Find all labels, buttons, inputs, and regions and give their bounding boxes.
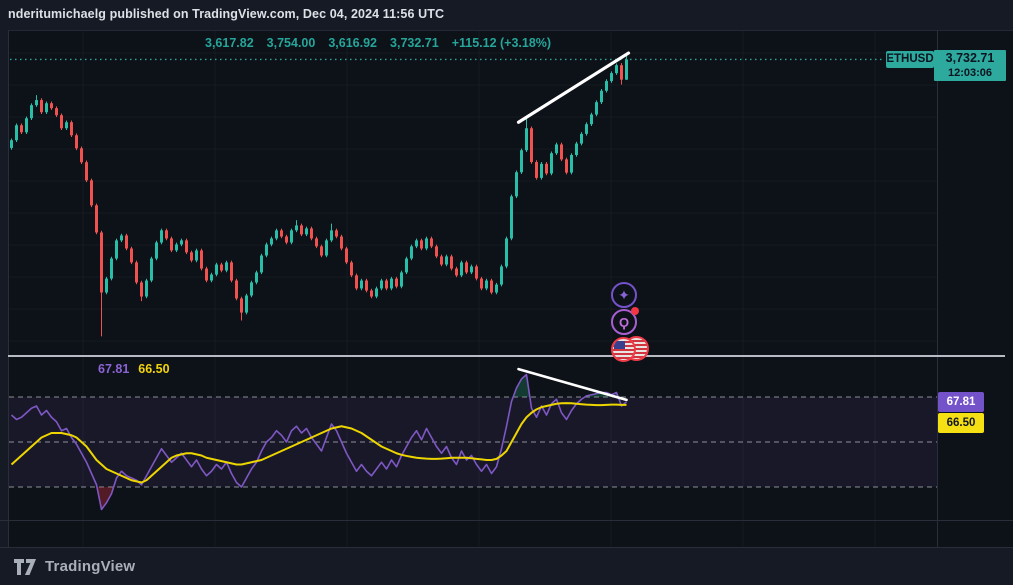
ohlc-change: +115.12 (+3.18%) [451, 36, 552, 50]
rsi-indicator-readout: 67.81 66.50 [98, 362, 170, 376]
tradingview-brand-text[interactable]: TradingView [45, 558, 136, 575]
rsi-pane-bottom-border [0, 520, 1013, 521]
last-price-badge: 3,732.71 12:03:06 [934, 50, 1006, 82]
ohlc-close: 3,732.71 [390, 36, 439, 50]
rsi-value: 67.81 [98, 362, 130, 376]
flash-event-icon[interactable]: Ϙ [611, 307, 639, 335]
rsi-ma-value: 66.50 [138, 362, 170, 376]
us-flag-event-icon[interactable] [611, 336, 651, 363]
price-scale-divider [937, 30, 938, 548]
attribution-bar: nderitumichaelg published on TradingView… [0, 0, 1013, 30]
footer-bar: TradingView [0, 548, 1013, 585]
rsi-ma-price-scale-badge: 66.50 [938, 412, 984, 433]
time-axis-bottom-border [0, 547, 1013, 548]
chart-background [8, 30, 1013, 548]
ohlc-readout: 3,617.82 3,754.00 3,616.92 3,732.71 +115… [205, 36, 551, 50]
us-flag-circle [611, 337, 636, 362]
ohlc-low: 3,616.92 [328, 36, 378, 50]
attribution-text: nderitumichaelg published on TradingView… [8, 7, 445, 21]
ohlc-open: 3,617.82 [205, 36, 254, 50]
chart-event-icons: ✦ Ϙ [611, 282, 655, 364]
sparkle-event-icon[interactable]: ✦ [611, 282, 637, 308]
flag-canton [614, 341, 625, 349]
bar-countdown: 12:03:06 [947, 67, 993, 80]
rsi-price-scale-badge: 67.81 [938, 391, 984, 412]
symbol-label-badge: ETHUSD [886, 50, 934, 68]
notification-dot [631, 307, 639, 315]
last-price-value: 3,732.71 [945, 51, 995, 66]
ohlc-high: 3,754.00 [266, 36, 316, 50]
pane-separator[interactable] [8, 355, 1005, 357]
tradingview-logo-icon[interactable] [14, 558, 38, 576]
